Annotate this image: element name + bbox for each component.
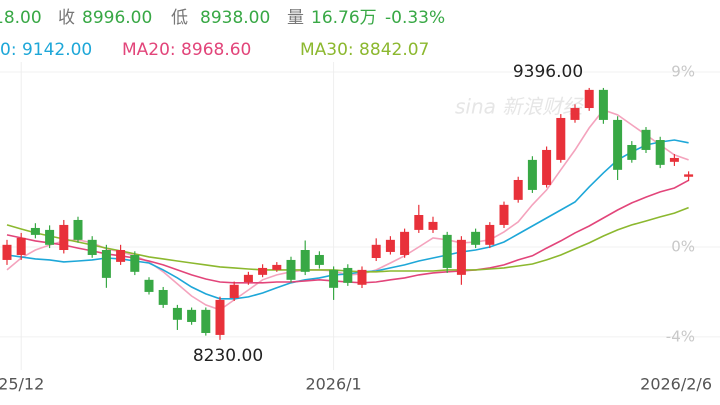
candle-body: [73, 219, 83, 240]
y-tick-label: 0%: [671, 237, 695, 255]
x-tick-label: 25/12: [0, 375, 44, 394]
candle-body: [59, 224, 69, 251]
watermark: sina 新浪财经: [455, 95, 584, 119]
candle-body: [343, 267, 353, 283]
header-label: 低: [171, 8, 188, 28]
legend-entry: MA30: 8842.07: [300, 40, 429, 60]
candle-body: [158, 289, 168, 305]
min-label: 8230.00: [193, 346, 263, 366]
legend-entry: MA20: 8968.60: [122, 40, 251, 60]
candle-body: [542, 149, 552, 185]
y-tick-label: -4%: [666, 327, 695, 345]
header-value: 18.00: [0, 8, 42, 28]
candle-body: [485, 224, 495, 245]
candle-body: [286, 259, 296, 280]
candle-body: [243, 274, 253, 282]
candle-body: [101, 250, 111, 278]
candle-body: [258, 267, 268, 275]
header-value: 8996.00: [82, 8, 152, 28]
candle-body: [144, 279, 154, 292]
candle-body: [300, 250, 310, 272]
candle-body: [684, 174, 694, 177]
candle-body: [272, 264, 282, 270]
x-tick-label: 2026/1: [305, 375, 361, 394]
y-tick-label: 9%: [671, 62, 695, 80]
candle-body: [201, 309, 211, 333]
candle-body: [613, 119, 623, 170]
header-value: 8938.00: [200, 8, 270, 28]
candle-body: [116, 250, 126, 262]
candle-body: [329, 269, 339, 288]
candle-body: [314, 254, 324, 265]
candle-body: [357, 269, 367, 285]
candle-body: [584, 89, 594, 109]
candle-body: [570, 108, 580, 120]
candle-body: [556, 117, 566, 160]
candle-body: [655, 140, 665, 165]
candle-body: [513, 179, 523, 200]
candle-body: [641, 129, 651, 150]
candle-body: [187, 309, 197, 322]
candle-body: [130, 254, 140, 272]
header-value: 16.76万: [311, 8, 377, 28]
header-label: 量: [287, 8, 304, 28]
candle-body: [414, 214, 424, 230]
candle-body: [456, 239, 466, 275]
candle-body: [371, 244, 381, 258]
x-tick-label: 2026/2/6: [640, 375, 712, 394]
candle-body: [45, 229, 55, 245]
header-label: 收: [58, 8, 75, 28]
candle-body: [400, 231, 410, 255]
max-label: 9396.00: [513, 62, 583, 82]
candle-body: [30, 227, 40, 235]
candle-body: [627, 144, 637, 160]
candle-body: [87, 239, 97, 255]
candle-body: [598, 89, 608, 120]
candle-body: [428, 221, 438, 230]
candle-body: [385, 239, 395, 252]
legend-entry: 0: 9142.00: [0, 40, 92, 60]
candle-body: [172, 307, 182, 320]
candle-body: [669, 157, 679, 162]
candle-body: [16, 237, 26, 255]
candle-body: [499, 204, 509, 225]
candle-body: [2, 244, 12, 260]
candle-body: [527, 159, 537, 190]
candle-body: [215, 299, 225, 335]
candle-body: [471, 231, 481, 245]
header-value: -0.33%: [385, 8, 445, 28]
candle-body: [229, 284, 239, 298]
candle-body: [442, 234, 452, 268]
